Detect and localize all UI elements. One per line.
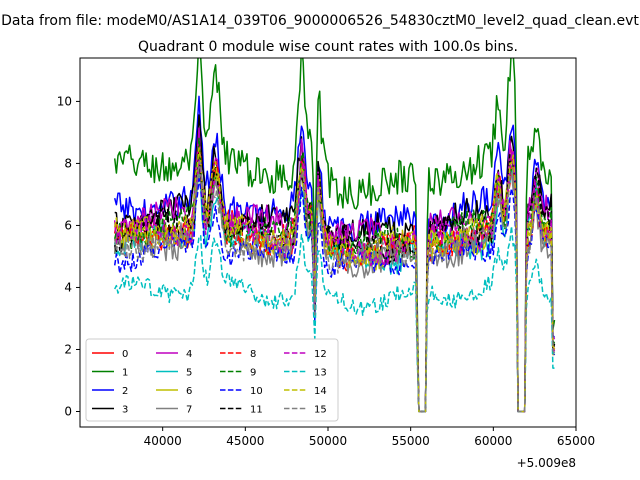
legend-label-6: 6 [186, 386, 192, 397]
y-tick-label: 10 [57, 94, 72, 108]
y-tick-label: 4 [64, 280, 72, 294]
y-tick-label: 6 [64, 218, 72, 232]
legend-box [85, 338, 339, 422]
legend-label-1: 1 [122, 368, 128, 379]
x-tick-label: 45000 [226, 434, 264, 448]
y-tick-label: 2 [64, 342, 72, 356]
x-axis: 40000 45000 50000 55000 60000 65000 [144, 427, 595, 448]
axes-title: Quadrant 0 module wise count rates with … [138, 39, 518, 55]
series-line-12 [114, 151, 556, 413]
legend-label-12: 12 [314, 349, 327, 360]
legend-label-10: 10 [250, 386, 263, 397]
series-line-15 [113, 160, 556, 413]
x-tick-label: 60000 [474, 434, 512, 448]
legend-label-5: 5 [186, 368, 192, 379]
legend-label-11: 11 [250, 405, 263, 416]
legend-label-4: 4 [186, 349, 192, 360]
series-line-1 [113, 58, 556, 413]
x-tick-label: 40000 [144, 434, 182, 448]
legend-label-15: 15 [314, 405, 327, 416]
legend-label-3: 3 [122, 405, 128, 416]
y-axis: 0 2 4 6 8 10 [57, 94, 80, 418]
x-tick-label: 50000 [309, 434, 347, 448]
y-tick-label: 8 [64, 156, 72, 170]
legend-label-13: 13 [314, 368, 327, 379]
x-offset-label: +5.009e8 [517, 456, 576, 470]
legend-label-2: 2 [122, 386, 128, 397]
legend-label-8: 8 [250, 349, 256, 360]
y-tick-label: 0 [64, 404, 72, 418]
figure-suptitle: Data from file: modeM0/AS1A14_039T06_900… [1, 13, 639, 29]
series-layer [113, 58, 556, 413]
legend-label-9: 9 [250, 368, 256, 379]
series-line-13 [114, 225, 555, 413]
x-tick-label: 65000 [557, 434, 595, 448]
x-tick-label: 55000 [392, 434, 430, 448]
legend-label-0: 0 [122, 349, 128, 360]
legend-label-7: 7 [186, 405, 192, 416]
legend-label-14: 14 [314, 386, 327, 397]
series-line-14 [113, 147, 556, 413]
